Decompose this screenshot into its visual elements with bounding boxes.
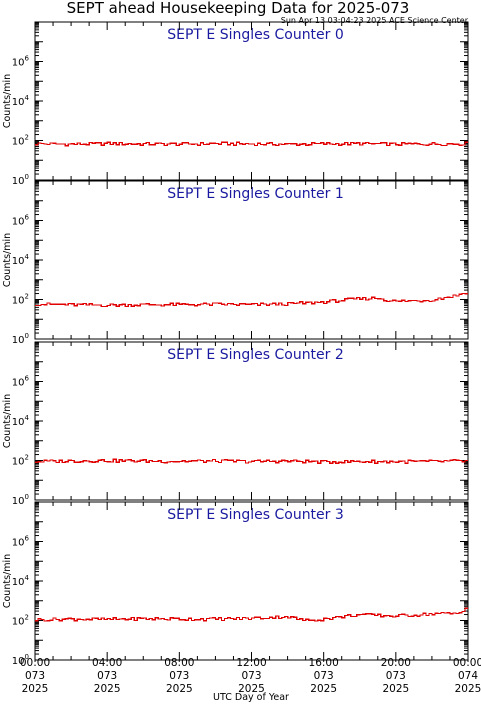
y-tick-label: 102 [12, 293, 29, 307]
main-title: SEPT ahead Housekeeping Data for 2025-07… [67, 0, 410, 17]
x-tick-label: 073 [314, 670, 334, 682]
panel-title: SEPT E Singles Counter 0 [167, 27, 344, 43]
y-tick-label: 104 [12, 253, 30, 267]
panels: SEPT E Singles Counter 0 Counts/min 100 102… [2, 21, 469, 667]
x-tick-label: 04:00 [92, 657, 122, 669]
x-tick-label: 08:00 [164, 657, 194, 669]
y-tick-label: 106 [12, 214, 30, 228]
x-tick-label: 2025 [94, 683, 121, 695]
x-tick-label: 073 [241, 670, 261, 682]
panel-frame [34, 21, 469, 181]
timestamp: Sun Apr 13 03:04:23 2025 ACE Science Cen… [281, 16, 469, 25]
y-tick-label: 102 [12, 134, 29, 148]
y-tick-label: 100 [12, 332, 29, 346]
panel-1: SEPT E Singles Counter 1 Counts/min 100 102… [2, 180, 469, 346]
x-tick-label: 12:00 [236, 657, 266, 669]
y-tick-label: 104 [12, 574, 30, 588]
x-tick-label: 2025 [238, 683, 265, 695]
x-tick-label: 00:00 [453, 657, 481, 669]
x-tick-label: 2025 [22, 683, 49, 695]
x-tick-label: 073 [386, 670, 406, 682]
panel-frame [34, 341, 469, 501]
y-tick-label: 102 [12, 454, 29, 468]
panel-title: SEPT E Singles Counter 1 [167, 186, 344, 202]
panel-frame [34, 501, 469, 661]
y-axis-label: Counts/min [2, 554, 13, 608]
y-axis-label: Counts/min [2, 74, 13, 128]
panel-2: SEPT E Singles Counter 2 Counts/min 100 102… [2, 341, 469, 507]
panel-3: SEPT E Singles Counter 3 Counts/min 100 102… [2, 501, 469, 667]
y-tick-label: 106 [12, 375, 30, 389]
y-tick-label: 104 [12, 414, 30, 428]
panel-title: SEPT E Singles Counter 2 [167, 347, 344, 363]
y-axis-label: Counts/min [2, 233, 13, 287]
x-tick-label: 2025 [166, 683, 193, 695]
y-axis-label: Counts/min [2, 394, 13, 448]
panel-frame [34, 180, 469, 340]
y-tick-label: 104 [12, 94, 30, 108]
x-tick-label: 073 [97, 670, 117, 682]
x-tick-label: 16:00 [309, 657, 339, 669]
y-tick-label: 100 [12, 653, 29, 667]
x-axis: 00:00073202504:00073202508:00073202512:0… [20, 657, 481, 695]
x-tick-label: 20:00 [381, 657, 411, 669]
x-tick-label: 2025 [310, 683, 337, 695]
data-trace [35, 607, 468, 622]
x-tick-label: 073 [25, 670, 45, 682]
y-tick-label: 100 [12, 173, 29, 187]
y-tick-label: 102 [12, 614, 29, 628]
x-axis-label: UTC Day of Year [213, 692, 289, 703]
y-tick-label: 106 [12, 535, 30, 549]
y-tick-label: 106 [12, 55, 30, 69]
x-tick-label: 074 [458, 670, 478, 682]
data-trace [35, 292, 468, 308]
x-tick-label: 2025 [455, 683, 481, 695]
y-tick-label: 100 [12, 493, 29, 507]
data-trace [35, 141, 468, 147]
data-trace [35, 458, 468, 464]
panel-0: SEPT E Singles Counter 0 Counts/min 100 102… [2, 21, 469, 187]
panel-title: SEPT E Singles Counter 3 [167, 507, 344, 523]
x-tick-label: 2025 [382, 683, 409, 695]
x-tick-label: 00:00 [20, 657, 50, 669]
x-tick-label: 073 [169, 670, 189, 682]
